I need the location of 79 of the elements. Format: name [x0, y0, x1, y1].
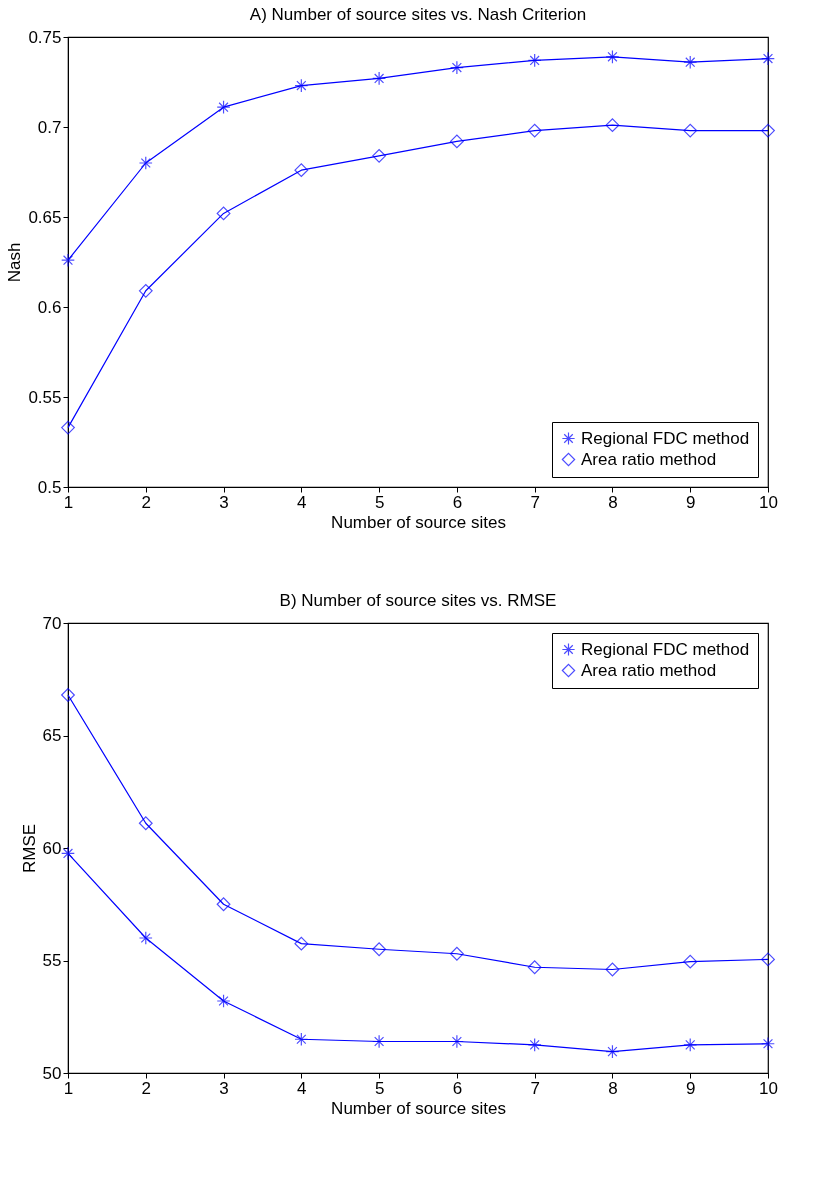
point: [761, 123, 775, 138]
point: [372, 148, 387, 163]
point: [372, 71, 387, 86]
y-tick-label: 0.6: [37, 297, 62, 317]
point: [683, 1037, 698, 1052]
x-axis-title: Number of source sites: [331, 512, 506, 532]
x-tick-label: 8: [608, 1078, 618, 1098]
x-tick-label: 1: [63, 1078, 74, 1098]
x-tick-label: 2: [141, 492, 152, 512]
point: [683, 55, 698, 70]
point: [61, 420, 75, 435]
y-tick-label: 55: [42, 951, 62, 970]
x-tick-label: 9: [685, 492, 696, 512]
point: [527, 1037, 542, 1052]
point: [449, 60, 464, 75]
x-tick-label: 10: [759, 1078, 778, 1098]
x-tick-label: 2: [141, 1078, 152, 1098]
x-tick-label: 9: [685, 1078, 696, 1098]
chart-title: B) Number of source sites vs. RMSE: [279, 591, 557, 610]
y-axis-title: Nash: [5, 242, 25, 283]
y-tick-label: 50: [42, 1063, 62, 1083]
point: [138, 156, 153, 170]
x-tick-label: 1: [63, 492, 74, 512]
point: [216, 994, 231, 1008]
point: [61, 846, 75, 861]
point: [449, 946, 464, 961]
point: [61, 688, 75, 702]
x-tick-label: 10: [759, 492, 778, 512]
legend-label: Regional FDC method: [581, 428, 750, 448]
x-tick-label: 8: [608, 492, 618, 512]
point: [138, 816, 153, 831]
point: [605, 1044, 620, 1059]
point: [527, 960, 542, 975]
point: [761, 1036, 775, 1051]
point: [216, 100, 231, 115]
point: [605, 49, 620, 64]
point: [294, 78, 309, 93]
x-tick-label: 3: [219, 1078, 229, 1098]
point: [294, 1032, 309, 1047]
point: [683, 954, 698, 969]
point: [605, 962, 620, 977]
x-tick-label: 4: [297, 1078, 307, 1098]
x-tick-label: 7: [530, 1078, 540, 1098]
x-axis-title: Number of source sites: [331, 1098, 506, 1118]
x-tick-label: 5: [374, 492, 385, 512]
point: [61, 253, 75, 268]
point: [761, 952, 775, 967]
legend-label: Regional FDC method: [581, 639, 750, 659]
y-tick-label: 0.65: [28, 207, 62, 227]
point: [683, 123, 698, 138]
point: [372, 942, 387, 957]
point: [138, 931, 153, 945]
point: [527, 123, 542, 138]
x-tick-label: 5: [374, 1078, 385, 1098]
x-tick-label: 6: [452, 1078, 463, 1098]
point: [761, 51, 775, 66]
y-tick-label: 70: [42, 613, 62, 633]
y-axis-title: RMSE: [19, 823, 39, 874]
y-tick-label: 0.5: [37, 477, 62, 497]
point: [294, 936, 309, 951]
y-tick-label: 60: [42, 838, 62, 858]
x-tick-label: 3: [219, 492, 229, 512]
y-tick-label: 0.55: [28, 387, 62, 407]
y-tick-label: 0.7: [37, 117, 62, 137]
legend-label: Area ratio method: [581, 449, 717, 469]
chart-title: A) Number of source sites vs. Nash Criterion: [249, 5, 587, 24]
point: [449, 134, 464, 149]
point: [138, 283, 153, 298]
x-tick-label: 7: [530, 492, 540, 512]
y-tick-label: 65: [42, 726, 62, 745]
point: [216, 897, 231, 912]
y-tick-label: 0.75: [28, 27, 62, 47]
x-tick-label: 6: [452, 492, 463, 512]
point: [294, 163, 309, 178]
legend-label: Area ratio method: [581, 660, 717, 680]
x-tick-label: 4: [297, 492, 307, 512]
point: [216, 206, 231, 221]
point: [605, 118, 620, 133]
point: [527, 53, 542, 68]
